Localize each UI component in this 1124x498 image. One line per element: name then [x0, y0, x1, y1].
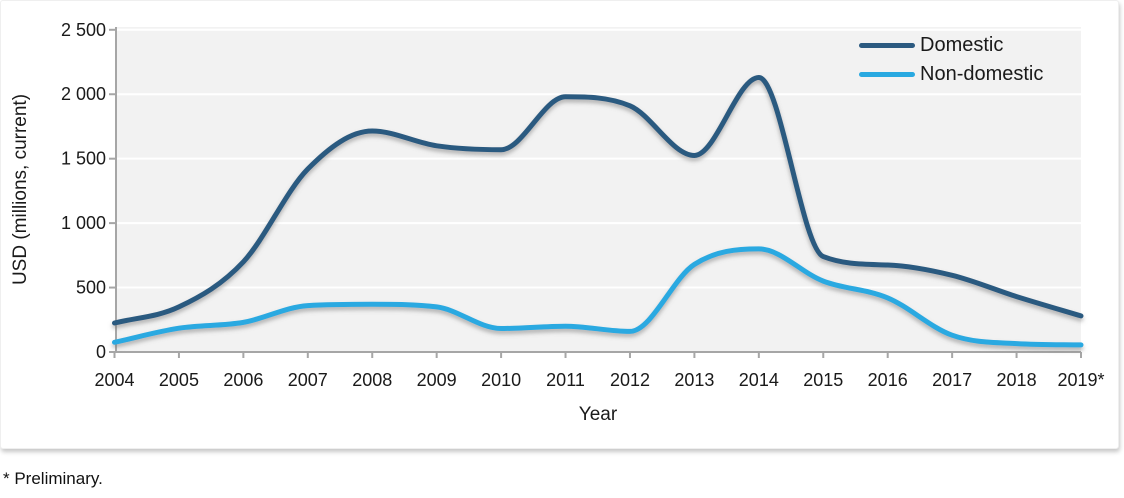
x-tick-label-2004: 2004	[94, 370, 134, 390]
chart-card: 0 500 1 000 1 500 2 000 2 500 2004 2005 2006 200…	[0, 0, 1119, 449]
x-tick-label-2007: 2007	[288, 370, 328, 390]
plot-area	[116, 27, 1081, 352]
x-tick-label-2019: 2019*	[1057, 370, 1104, 390]
y-tick-label-0: 0	[96, 342, 106, 362]
x-axis-tick-labels: 2004 2005 2006 2007 2008 2009 2010 2011 2012 2013…	[94, 370, 1104, 390]
x-axis-title: Year	[579, 404, 618, 425]
x-tick-label-2008: 2008	[352, 370, 392, 390]
legend-swatch-non-domestic	[859, 71, 915, 77]
gridlines	[116, 28, 1081, 289]
y-tick-label-2000: 2 000	[61, 84, 106, 104]
y-axis-title: USD (millions, current)	[10, 94, 31, 285]
legend-swatch-domestic	[859, 42, 915, 48]
y-tick-label-2500: 2 500	[61, 20, 106, 40]
x-tick-label-2016: 2016	[868, 370, 908, 390]
legend-item-domestic: Domestic	[859, 32, 1043, 58]
axes	[109, 27, 1082, 358]
y-tick-label-1000: 1 000	[61, 213, 106, 233]
legend-label-non-domestic: Non-domestic	[920, 63, 1044, 85]
x-tick-label-2006: 2006	[223, 370, 263, 390]
series-line-non-domestic	[112, 246, 1084, 348]
x-tick-label-2012: 2012	[610, 370, 650, 390]
y-tick-label-500: 500	[76, 278, 106, 298]
x-tick-label-2017: 2017	[932, 370, 972, 390]
x-tick-label-2009: 2009	[417, 370, 457, 390]
legend-label-domestic: Domestic	[920, 34, 1004, 56]
x-tick-label-2014: 2014	[739, 370, 779, 390]
x-tick-label-2011: 2011	[546, 370, 585, 390]
x-tick-label-2018: 2018	[997, 370, 1037, 390]
y-tick-label-1500: 1 500	[61, 149, 106, 169]
legend: Domestic Non-domestic	[859, 32, 1043, 87]
y-axis-tick-labels: 0 500 1 000 1 500 2 000 2 500	[61, 20, 106, 362]
x-tick-label-2005: 2005	[159, 370, 199, 390]
series-lines	[112, 75, 1084, 348]
footnote: * Preliminary.	[3, 469, 103, 488]
x-tick-label-2015: 2015	[803, 370, 843, 390]
legend-item-non-domestic: Non-domestic	[859, 61, 1043, 87]
x-tick-label-2013: 2013	[674, 370, 714, 390]
series-line-domestic	[112, 75, 1084, 326]
x-tick-label-2010: 2010	[481, 370, 521, 390]
